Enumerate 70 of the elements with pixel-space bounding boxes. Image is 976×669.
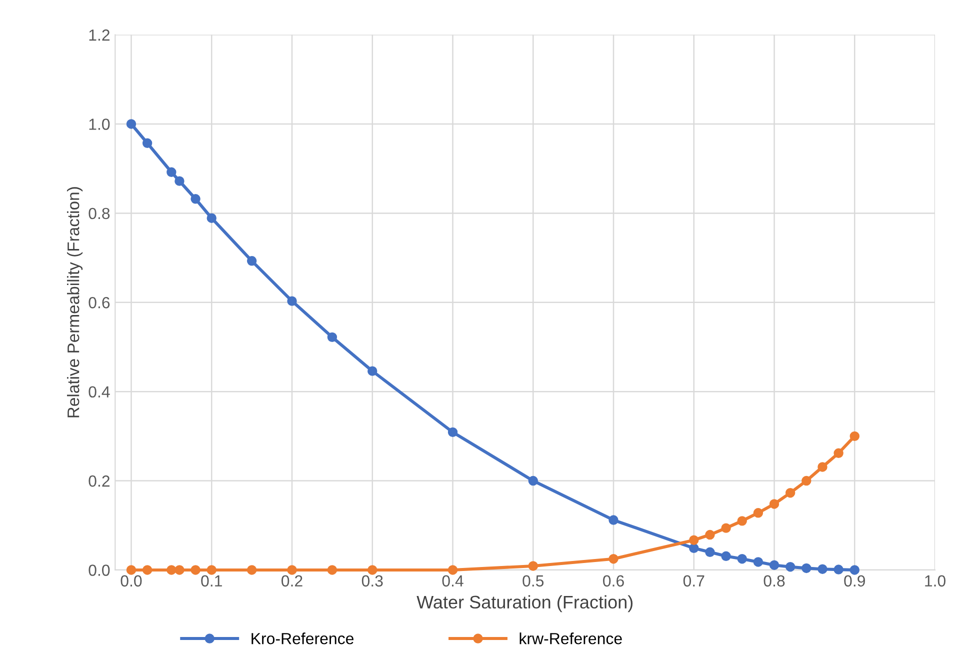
point — [802, 563, 812, 574]
point — [753, 557, 764, 567]
point — [166, 565, 176, 575]
point — [142, 138, 152, 148]
point — [174, 565, 184, 575]
point — [850, 431, 860, 442]
point — [608, 515, 618, 525]
legend-label: krw-Reference — [520, 632, 622, 644]
x-tick-label: 0.7 — [683, 575, 704, 587]
x-tick-label: 0.9 — [844, 575, 865, 587]
point — [769, 560, 780, 570]
x-tick-label: 0.0 — [120, 575, 142, 587]
x-tick-label: 0.1 — [201, 575, 222, 587]
point — [126, 565, 136, 575]
point — [737, 554, 747, 564]
x-tick-label: 0.4 — [442, 575, 464, 587]
point — [689, 535, 699, 545]
point — [721, 523, 731, 533]
y-tick-label: 1.0 — [89, 118, 110, 130]
point — [287, 565, 297, 575]
point — [166, 167, 176, 178]
x-tick-label: 1.0 — [925, 575, 946, 587]
y-tick-label: 1.2 — [89, 29, 110, 41]
x-tick-label: 0.8 — [764, 575, 785, 587]
point — [608, 554, 618, 564]
point — [818, 564, 828, 574]
point — [785, 488, 796, 498]
point — [785, 562, 796, 572]
legend-label: Kro-Reference — [252, 632, 354, 644]
point — [246, 256, 257, 266]
point — [448, 427, 458, 438]
point — [705, 530, 715, 540]
x-axis-title: Water Saturation (Fraction) — [416, 595, 633, 612]
point — [850, 565, 860, 575]
point — [142, 565, 152, 575]
y-tick-label: 0.0 — [88, 564, 110, 576]
x-tick-label: 0.5 — [522, 575, 544, 587]
y-tick-label: 0.6 — [88, 297, 110, 308]
y-tick-label: 0.8 — [88, 208, 110, 220]
point — [753, 508, 764, 518]
point — [705, 547, 715, 558]
point — [126, 119, 136, 129]
point — [190, 194, 200, 204]
point — [834, 448, 844, 458]
point — [528, 561, 538, 571]
point — [368, 366, 378, 376]
y-tick-label: 0.2 — [88, 475, 110, 487]
x-tick-label: 0.2 — [282, 575, 302, 587]
point — [327, 565, 338, 575]
y-tick-label: 0.4 — [88, 386, 110, 398]
x-tick-label: 0.3 — [362, 575, 383, 587]
point — [174, 176, 184, 186]
point — [528, 476, 538, 486]
point — [190, 565, 200, 575]
point — [206, 565, 216, 575]
point — [834, 564, 844, 574]
point — [737, 516, 747, 526]
point — [246, 565, 257, 575]
point — [802, 476, 812, 486]
point — [818, 462, 828, 472]
y-axis-title: Relative Permeability (Fraction) — [67, 187, 83, 418]
point — [206, 213, 216, 223]
point — [287, 296, 297, 306]
x-tick-label: 0.6 — [603, 575, 624, 587]
point — [368, 565, 378, 575]
point — [721, 551, 731, 562]
point — [327, 332, 338, 342]
point — [448, 565, 458, 575]
point — [769, 499, 780, 509]
point — [689, 543, 699, 553]
